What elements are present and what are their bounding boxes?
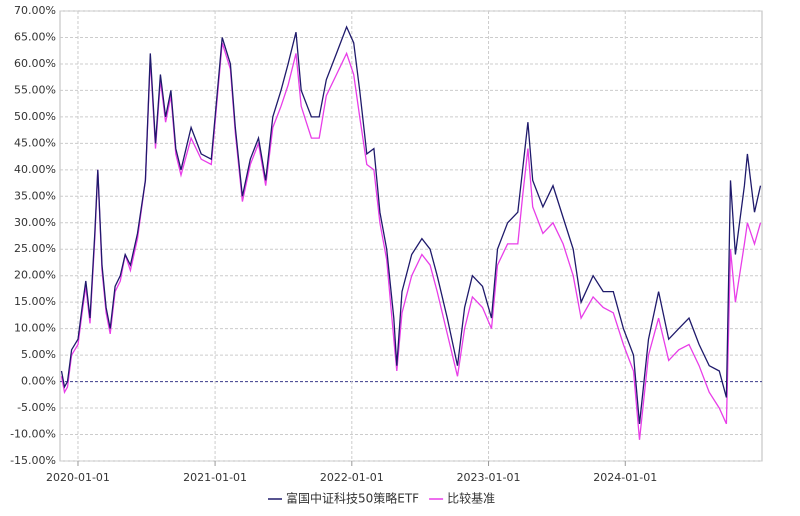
y-tick-label: 25.00% (14, 242, 56, 255)
x-tick-label: 2022-01-01 (320, 471, 384, 484)
y-tick-label: 15.00% (14, 295, 56, 308)
x-tick-label: 2023-01-01 (457, 471, 521, 484)
y-tick-label: -10.00% (10, 428, 56, 441)
y-tick-label: 10.00% (14, 322, 56, 335)
y-tick-label: 20.00% (14, 269, 56, 282)
plot-frame (59, 10, 763, 462)
y-tick-label: -15.00% (10, 454, 56, 467)
y-tick-label: 55.00% (14, 83, 56, 96)
x-tick-label: 2021-01-01 (183, 471, 247, 484)
y-tick-label: 40.00% (14, 163, 56, 176)
y-tick-label: 35.00% (14, 189, 56, 202)
x-tick-label: 2024-01-01 (593, 471, 657, 484)
y-tick-label: 5.00% (21, 348, 56, 361)
series-line (60, 25, 762, 424)
y-tick-label: -5.00% (17, 401, 56, 414)
series-line (60, 42, 762, 440)
y-tick-label: 70.00% (14, 4, 56, 17)
y-tick-label: 50.00% (14, 110, 56, 123)
x-tick-label: 2020-01-01 (46, 471, 110, 484)
y-tick-label: 60.00% (14, 57, 56, 70)
legend-label: 比较基准 (447, 491, 495, 506)
y-tick-label: 65.00% (14, 30, 56, 43)
y-tick-label: 30.00% (14, 216, 56, 229)
y-tick-label: 45.00% (14, 136, 56, 149)
y-tick-label: 0.00% (21, 375, 56, 388)
legend-label: 富国中证科技50策略ETF (286, 491, 419, 506)
